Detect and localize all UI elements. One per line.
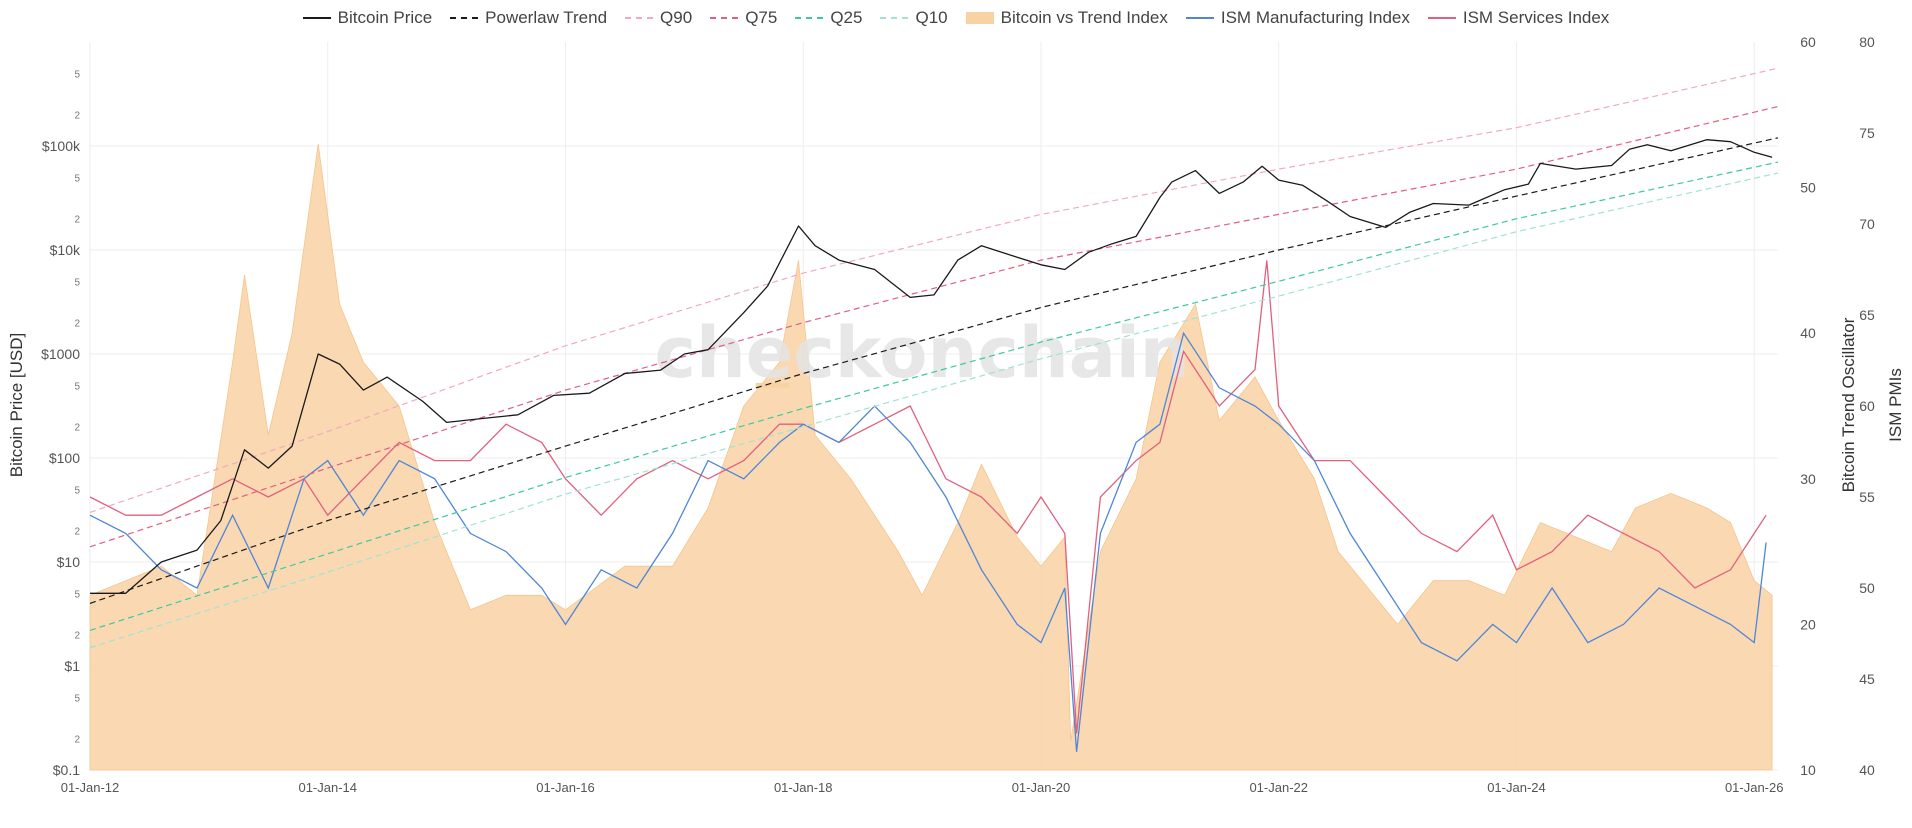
y-left-minor-tick-label: 5 — [74, 69, 80, 80]
legend-item[interactable]: Bitcoin Price — [302, 8, 433, 28]
legend-item[interactable]: ISM Manufacturing Index — [1185, 8, 1410, 28]
y-left-tick-label: $100k — [42, 138, 81, 154]
trend-oscillator-area — [89, 143, 1773, 771]
y-right1-tick-label: 10 — [1800, 762, 1816, 778]
legend-swatch — [710, 17, 739, 19]
legend-label: Bitcoin Price — [337, 8, 433, 27]
y-left-minor-tick-label: 5 — [74, 277, 80, 288]
q10-line — [89, 172, 1779, 649]
y-right2-tick-label: 40 — [1859, 762, 1875, 778]
chart-legend: Bitcoin Price Powerlaw Trend Q90 Q75 Q25 Q10 B… — [0, 8, 1912, 28]
ism-services-line — [89, 260, 1767, 734]
legend-swatch — [625, 17, 654, 19]
q25-line — [89, 161, 1779, 631]
x-tick-label: 01-Jan-14 — [298, 780, 357, 795]
x-tick-label: 01-Jan-22 — [1249, 780, 1308, 795]
legend-label: Q90 — [660, 8, 693, 27]
legend-swatch — [880, 17, 909, 19]
y-right2-tick-label: 80 — [1859, 34, 1875, 50]
y-left-minor-tick-label: 5 — [74, 693, 80, 704]
y-right2-tick-label: 60 — [1859, 398, 1875, 414]
watermark-accent — [755, 382, 790, 388]
x-tick-label: 01-Jan-24 — [1487, 780, 1546, 795]
y-left-minor-tick-label: 2 — [74, 631, 80, 642]
legend-item[interactable]: Q75 — [710, 8, 777, 28]
y-right1-tick-label: 50 — [1800, 180, 1816, 196]
powerlaw-trend-line — [89, 137, 1779, 604]
legend-item[interactable]: Q90 — [625, 8, 692, 28]
legend-label: Q25 — [830, 8, 863, 27]
y-left-tick-label: $10k — [50, 242, 81, 258]
y-right1-tick-label: 40 — [1800, 325, 1816, 341]
y-right1-tick-label: 30 — [1800, 471, 1816, 487]
legend-label: ISM Manufacturing Index — [1220, 8, 1410, 27]
x-tick-label: 01-Jan-18 — [774, 780, 833, 795]
legend-swatch — [795, 17, 824, 19]
q75-line — [89, 105, 1779, 548]
bitcoin-price-line — [90, 139, 1773, 594]
y-left-tick-label: $0.1 — [53, 762, 80, 778]
y-right1-tick-label: 20 — [1800, 616, 1816, 632]
y-left-minor-tick-label: 2 — [74, 423, 80, 434]
y-right2-tick-label: 50 — [1859, 580, 1875, 596]
y-left-tick-label: $1000 — [41, 346, 80, 362]
y-right2-tick-label: 65 — [1859, 307, 1875, 323]
legend-item[interactable]: Q10 — [880, 8, 948, 28]
y-left-minor-tick-label: 5 — [74, 173, 80, 184]
y-left-minor-tick-label: 5 — [74, 381, 80, 392]
legend-swatch — [965, 12, 994, 24]
legend-label: Q75 — [745, 8, 778, 27]
y-right2-tick-label: 75 — [1859, 125, 1875, 141]
y-right1-tick-label: 60 — [1800, 34, 1816, 50]
y-left-minor-tick-label: 5 — [74, 485, 80, 496]
y-left-minor-tick-label: 2 — [74, 527, 80, 538]
legend-label: Bitcoin vs Trend Index — [1000, 8, 1168, 27]
y-left-minor-tick-label: 5 — [74, 589, 80, 600]
x-tick-label: 01-Jan-16 — [536, 780, 595, 795]
y-left-minor-tick-label: 2 — [74, 735, 80, 746]
legend-label: Powerlaw Trend — [485, 8, 608, 27]
legend-item[interactable]: ISM Services Index — [1427, 8, 1610, 28]
y-left-tick-label: $10 — [57, 554, 81, 570]
legend-label: ISM Services Index — [1462, 8, 1610, 27]
legend-swatch — [450, 17, 479, 19]
y-left-minor-tick-label: 2 — [74, 215, 80, 226]
y-left-minor-tick-label: 2 — [74, 319, 80, 330]
legend-label: Q10 — [915, 8, 948, 27]
watermark-text: checkonchain — [654, 312, 1189, 394]
legend-swatch — [302, 17, 331, 19]
legend-item[interactable]: Powerlaw Trend — [450, 8, 607, 28]
legend-item[interactable]: Bitcoin vs Trend Index — [965, 8, 1168, 28]
y-left-minor-tick-label: 2 — [74, 111, 80, 122]
ism-manufacturing-line — [89, 331, 1767, 752]
q90-line — [89, 67, 1779, 513]
y-right2-tick-label: 45 — [1859, 671, 1875, 687]
x-tick-label: 01-Jan-26 — [1725, 780, 1784, 795]
y-right2-tick-label: 70 — [1859, 216, 1875, 232]
y-left-tick-label: $100 — [49, 450, 80, 466]
x-tick-label: 01-Jan-20 — [1012, 780, 1071, 795]
y-right2-tick-label: 55 — [1859, 489, 1875, 505]
x-tick-label: 01-Jan-12 — [61, 780, 120, 795]
legend-swatch — [1185, 17, 1214, 19]
y-left-tick-label: $1 — [64, 658, 80, 674]
legend-swatch — [1427, 17, 1456, 19]
legend-item[interactable]: Q25 — [795, 8, 862, 28]
